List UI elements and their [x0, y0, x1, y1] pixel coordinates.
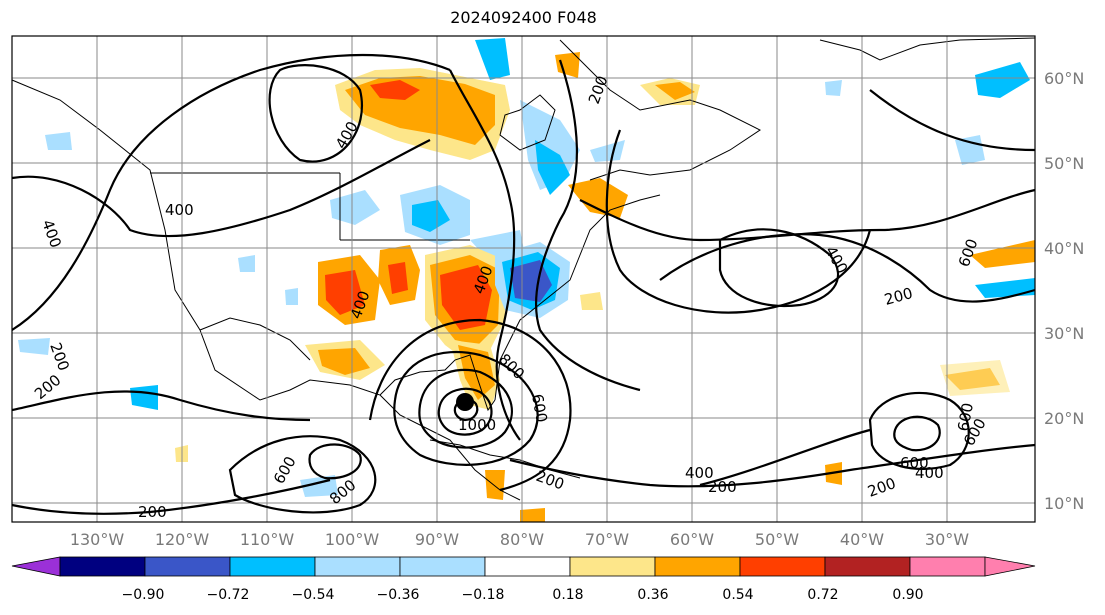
longitude-label: 90°W — [415, 530, 459, 549]
contour-label: 400 — [165, 201, 194, 219]
latitude-axis: 60°N 50°N 40°N 30°N 20°N 10°N — [1044, 69, 1084, 513]
contour-label: 200 — [708, 478, 737, 496]
latitude-label: 40°N — [1044, 239, 1084, 258]
storm-center-dot — [456, 393, 474, 411]
longitude-axis: 130°W 120°W 110°W 100°W 90°W 80°W 70°W 6… — [70, 530, 969, 549]
colorbar-segment — [984, 556, 1036, 577]
contour-label: 400 — [685, 464, 714, 482]
latitude-label: 20°N — [1044, 409, 1084, 428]
colorbar-segment — [144, 556, 231, 577]
longitude-label: 40°W — [840, 530, 884, 549]
latitude-label: 50°N — [1044, 154, 1084, 173]
colorbar-tick-label: −0.18 — [462, 587, 505, 603]
colorbar-segment — [11, 556, 61, 577]
colorbar-segment — [399, 556, 486, 577]
colorbar-tick-label: −0.36 — [377, 587, 420, 603]
colorbar-tick-label: 0.18 — [552, 587, 583, 603]
contour-label: 600 — [954, 401, 977, 432]
longitude-label: 70°W — [585, 530, 629, 549]
colorbar-tick-label: −0.72 — [207, 587, 250, 603]
colorbar-segment — [824, 556, 911, 577]
longitude-label: 120°W — [155, 530, 210, 549]
colorbar-ticks: −0.90 −0.72 −0.54 −0.36 −0.18 0.18 0.36 … — [122, 587, 924, 603]
colorbar-segment — [739, 556, 826, 577]
colorbar-segment — [314, 556, 401, 577]
longitude-label: 50°W — [755, 530, 799, 549]
longitude-label: 100°W — [325, 530, 380, 549]
colorbar-segment — [569, 556, 656, 577]
colorbar-segment — [654, 556, 741, 577]
longitude-label: 30°W — [925, 530, 969, 549]
contour-layer — [11, 53, 1036, 515]
longitude-label: 130°W — [70, 530, 125, 549]
latitude-label: 30°N — [1044, 324, 1084, 343]
colorbar-tick-label: 0.90 — [892, 587, 923, 603]
colorbar-segment — [59, 556, 146, 577]
gridlines — [12, 36, 1035, 522]
contour-label: 600 — [900, 454, 929, 472]
colorbar-tick-label: 0.72 — [807, 587, 838, 603]
shading-layer — [18, 38, 1035, 522]
longitude-label: 110°W — [240, 530, 295, 549]
colorbar-tick-label: −0.90 — [122, 587, 165, 603]
contour-label: 200 — [138, 503, 167, 521]
colorbar-segment — [909, 556, 986, 577]
colorbar-tick-label: −0.54 — [292, 587, 335, 603]
contour-label: 400 — [915, 464, 944, 482]
latitude-label: 10°N — [1044, 494, 1084, 513]
map-title: 2024092400 F048 — [450, 8, 597, 27]
latitude-label: 60°N — [1044, 69, 1084, 88]
colorbar-tick-label: 0.54 — [722, 587, 753, 603]
colorbar-segment — [484, 556, 571, 577]
longitude-label: 60°W — [670, 530, 714, 549]
contour-label: 1000 — [458, 416, 496, 434]
map-frame — [11, 35, 1036, 523]
colorbar — [11, 556, 1036, 577]
colorbar-segment — [229, 556, 316, 577]
contour-label: 600 — [528, 393, 551, 424]
colorbar-tick-label: 0.36 — [637, 587, 668, 603]
longitude-label: 80°W — [500, 530, 544, 549]
